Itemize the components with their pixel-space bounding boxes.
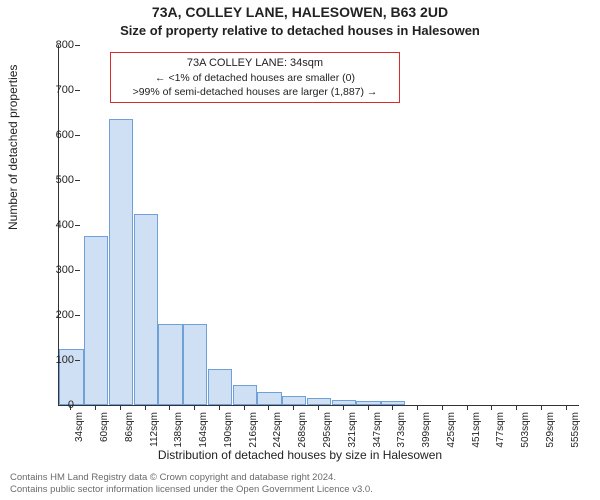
x-tick-label: 138sqm bbox=[173, 412, 184, 448]
footer-text: Contains HM Land Registry data © Crown c… bbox=[10, 472, 373, 496]
x-tick-mark bbox=[516, 405, 517, 410]
histogram-bar bbox=[282, 396, 306, 405]
x-tick-label: 347sqm bbox=[372, 412, 383, 448]
x-tick-label: 555sqm bbox=[570, 412, 581, 448]
x-tick-label: 268sqm bbox=[297, 412, 308, 448]
x-tick-label: 451sqm bbox=[471, 412, 482, 448]
annotation-box: 73A COLLEY LANE: 34sqm ← <1% of detached… bbox=[110, 52, 400, 103]
x-tick-label: 425sqm bbox=[446, 412, 457, 448]
x-tick-label: 477sqm bbox=[495, 412, 506, 448]
x-tick-mark bbox=[566, 405, 567, 410]
x-tick-mark bbox=[95, 405, 96, 410]
histogram-bar bbox=[183, 324, 207, 405]
x-tick-label: 295sqm bbox=[322, 412, 333, 448]
footer-line2: Contains public sector information licen… bbox=[10, 484, 373, 496]
x-tick-label: 399sqm bbox=[421, 412, 432, 448]
chart-title: 73A, COLLEY LANE, HALESOWEN, B63 2UD bbox=[0, 4, 600, 20]
x-tick-label: 86sqm bbox=[124, 412, 135, 442]
x-tick-label: 190sqm bbox=[223, 412, 234, 448]
x-tick-mark bbox=[343, 405, 344, 410]
histogram-bar bbox=[158, 324, 182, 405]
x-tick-mark bbox=[70, 405, 71, 410]
x-tick-mark bbox=[169, 405, 170, 410]
x-tick-mark bbox=[120, 405, 121, 410]
x-tick-mark bbox=[293, 405, 294, 410]
x-tick-label: 216sqm bbox=[248, 412, 259, 448]
x-tick-mark bbox=[219, 405, 220, 410]
annotation-line3: >99% of semi-detached houses are larger … bbox=[117, 85, 393, 99]
x-tick-label: 164sqm bbox=[198, 412, 209, 448]
x-tick-mark bbox=[491, 405, 492, 410]
histogram-bar bbox=[307, 398, 331, 405]
histogram-bar bbox=[233, 385, 257, 405]
x-tick-mark bbox=[318, 405, 319, 410]
histogram-bar bbox=[134, 214, 158, 405]
x-tick-label: 503sqm bbox=[520, 412, 531, 448]
x-tick-mark bbox=[244, 405, 245, 410]
x-tick-mark bbox=[442, 405, 443, 410]
chart-container: 73A, COLLEY LANE, HALESOWEN, B63 2UD Siz… bbox=[0, 0, 600, 500]
histogram-bar bbox=[208, 369, 232, 405]
footer-line1: Contains HM Land Registry data © Crown c… bbox=[10, 472, 373, 484]
x-tick-mark bbox=[368, 405, 369, 410]
x-tick-mark bbox=[392, 405, 393, 410]
y-tick: 400 bbox=[46, 219, 74, 231]
x-tick-mark bbox=[194, 405, 195, 410]
histogram-bar bbox=[257, 392, 281, 406]
x-tick-label: 321sqm bbox=[347, 412, 358, 448]
y-tick: 600 bbox=[46, 129, 74, 141]
x-tick-label: 529sqm bbox=[545, 412, 556, 448]
x-tick-label: 242sqm bbox=[272, 412, 283, 448]
y-tick: 700 bbox=[46, 84, 74, 96]
x-tick-label: 112sqm bbox=[149, 412, 160, 447]
annotation-line1: 73A COLLEY LANE: 34sqm bbox=[117, 56, 393, 71]
histogram-bar bbox=[84, 236, 108, 405]
x-tick-label: 373sqm bbox=[396, 412, 407, 448]
x-tick-mark bbox=[417, 405, 418, 410]
y-tick: 200 bbox=[46, 309, 74, 321]
x-tick-label: 34sqm bbox=[74, 412, 85, 442]
y-tick: 100 bbox=[46, 354, 74, 366]
annotation-line2: ← <1% of detached houses are smaller (0) bbox=[117, 71, 393, 85]
x-axis-label: Distribution of detached houses by size … bbox=[0, 448, 600, 462]
y-tick: 800 bbox=[46, 39, 74, 51]
x-tick-mark bbox=[268, 405, 269, 410]
histogram-bar bbox=[109, 119, 133, 405]
x-tick-mark bbox=[467, 405, 468, 410]
y-tick: 500 bbox=[46, 174, 74, 186]
chart-subtitle: Size of property relative to detached ho… bbox=[0, 23, 600, 38]
y-tick: 300 bbox=[46, 264, 74, 276]
y-axis-label: Number of detached properties bbox=[6, 65, 20, 230]
histogram-bar bbox=[332, 400, 356, 405]
x-tick-label: 60sqm bbox=[99, 412, 110, 442]
x-tick-mark bbox=[145, 405, 146, 410]
x-tick-mark bbox=[541, 405, 542, 410]
